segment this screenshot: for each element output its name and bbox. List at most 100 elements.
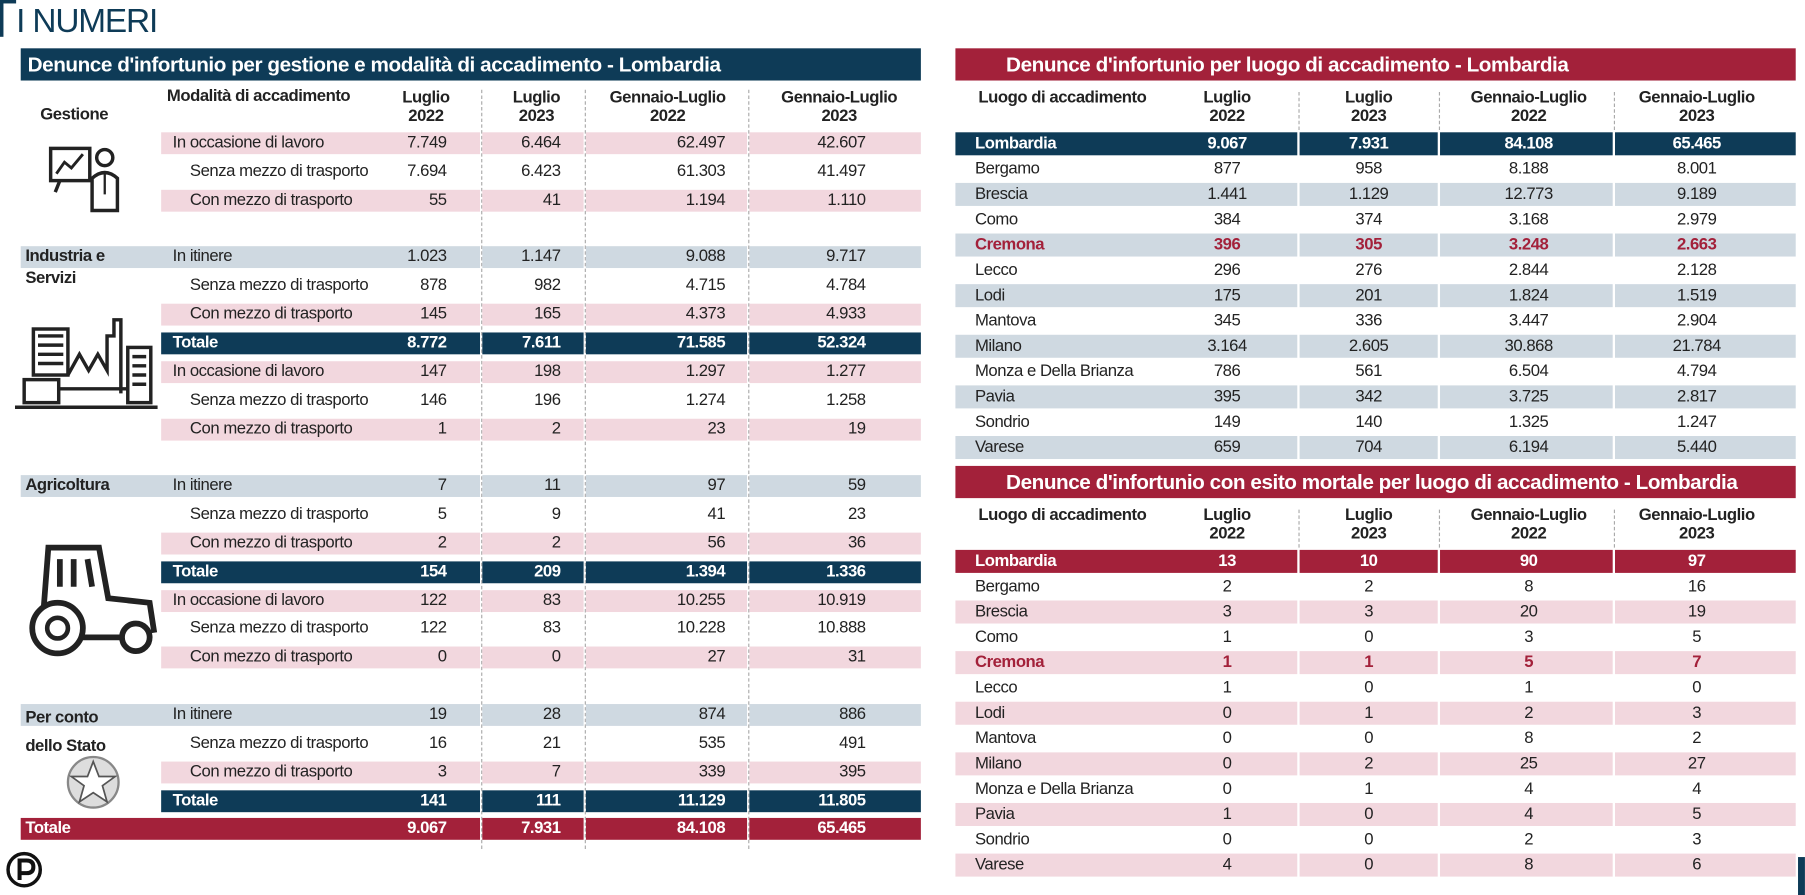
cell-value: 7.931	[521, 819, 561, 838]
cell-value: 982	[534, 276, 561, 295]
row-band	[1440, 802, 1613, 826]
row-label: Brescia	[974, 602, 1028, 622]
row-band	[1299, 436, 1438, 460]
row-band	[1299, 752, 1438, 776]
row-band	[955, 802, 1298, 826]
cell-value: 41	[707, 505, 726, 524]
cell-value: 786	[1213, 362, 1241, 381]
cell-value: 65.465	[1672, 134, 1722, 154]
row-band	[749, 418, 921, 441]
row-band	[749, 818, 921, 841]
row-band	[482, 475, 584, 498]
cell-value: 2	[1364, 577, 1374, 596]
cell-value: 21	[542, 733, 561, 753]
cell-value: 561	[1355, 362, 1382, 381]
column-header: Modalità di accadimento	[166, 87, 351, 106]
cell-value: 7	[551, 762, 561, 781]
cell-value: 8	[1524, 729, 1534, 748]
cell-value: 0	[1222, 779, 1232, 799]
row-band	[1614, 132, 1796, 156]
cell-value: 3.164	[1207, 337, 1247, 356]
row-band	[955, 436, 1298, 460]
icon-factory	[14, 318, 158, 409]
cell-value: 52.324	[817, 333, 866, 352]
cell-value: 16	[1687, 577, 1706, 596]
row-label: Varese	[974, 855, 1024, 875]
column-header: Gennaio-Luglio 2022	[1470, 506, 1587, 543]
corner-mark	[1798, 857, 1805, 895]
cell-value: 28	[542, 705, 561, 724]
cell-value: 296	[1213, 261, 1241, 280]
row-band	[585, 589, 748, 612]
row-label: Senza mezzo di trasporto	[189, 276, 369, 295]
cell-value: 0	[1364, 830, 1374, 849]
row-band	[1440, 233, 1613, 257]
row-band	[749, 246, 921, 269]
row-label: Lecco	[974, 678, 1018, 698]
cell-value: 305	[1355, 235, 1382, 255]
row-band	[955, 853, 1298, 877]
cell-value: 3.168	[1508, 210, 1549, 229]
cell-value: 3	[1524, 628, 1534, 647]
cell-value: 12.773	[1504, 185, 1554, 204]
cell-value: 2	[1524, 830, 1534, 849]
grand-total-label: Totale	[25, 819, 71, 838]
cell-value: 56	[707, 533, 726, 553]
row-band	[161, 418, 481, 441]
row-label: Sondrio	[974, 830, 1030, 849]
row-band	[1614, 334, 1796, 358]
cell-value: 41.497	[817, 162, 866, 181]
cell-value: 535	[698, 733, 726, 753]
cell-value: 42.607	[817, 133, 866, 152]
row-label: Como	[974, 628, 1018, 647]
row-label: Monza e Della Brianza	[974, 779, 1134, 799]
row-label: Varese	[974, 438, 1024, 457]
row-label: Milano	[974, 337, 1022, 356]
row-band	[482, 561, 584, 583]
cell-value: 1.394	[685, 562, 726, 581]
column-divider	[584, 89, 586, 849]
row-band	[749, 646, 921, 669]
cell-value: 1.110	[827, 190, 866, 210]
row-band	[1299, 802, 1438, 826]
row-band	[1614, 701, 1796, 725]
row-band	[585, 761, 748, 784]
column-divider	[1613, 509, 1615, 548]
column-header: Luglio 2022	[1203, 506, 1251, 543]
row-band	[955, 701, 1298, 725]
table-title: Denunce d'infortunio per luogo di accadi…	[955, 48, 1796, 81]
cell-value: 2.904	[1676, 311, 1717, 331]
cell-value: 146	[420, 390, 447, 410]
cell-value: 6.194	[1508, 438, 1549, 457]
row-label: In itinere	[172, 705, 233, 724]
row-band	[1299, 853, 1438, 877]
cell-value: 1.023	[407, 247, 447, 267]
cell-value: 0	[1222, 729, 1232, 748]
cell-value: 31	[847, 648, 866, 667]
cell-value: 1.194	[685, 190, 726, 210]
row-label: In itinere	[172, 247, 233, 267]
cell-value: 704	[1355, 438, 1382, 457]
row-band	[482, 704, 584, 726]
column-header: Luglio 2023	[512, 88, 561, 126]
row-label: Senza mezzo di trasporto	[189, 619, 369, 638]
group-name: Agricoltura	[25, 476, 110, 495]
cell-value: 10	[1359, 552, 1378, 571]
cell-value: 1	[1524, 678, 1534, 698]
row-label: Con mezzo di trasporto	[189, 419, 353, 438]
row-band	[1440, 549, 1613, 573]
cell-value: 0	[1222, 754, 1232, 774]
row-band	[1614, 651, 1796, 675]
row-band	[482, 818, 584, 841]
cell-value: 7	[1692, 653, 1702, 672]
row-label: Lodi	[974, 286, 1005, 305]
row-band	[749, 303, 921, 326]
row-label: In occasione di lavoro	[172, 590, 325, 610]
row-label: Como	[974, 210, 1018, 229]
cell-value: 149	[1213, 412, 1241, 432]
row-band	[161, 332, 481, 355]
row-label: Lombardia	[974, 134, 1057, 154]
cell-value: 4	[1524, 779, 1534, 799]
row-label: Mantova	[974, 311, 1036, 331]
cell-value: 41	[542, 190, 561, 210]
